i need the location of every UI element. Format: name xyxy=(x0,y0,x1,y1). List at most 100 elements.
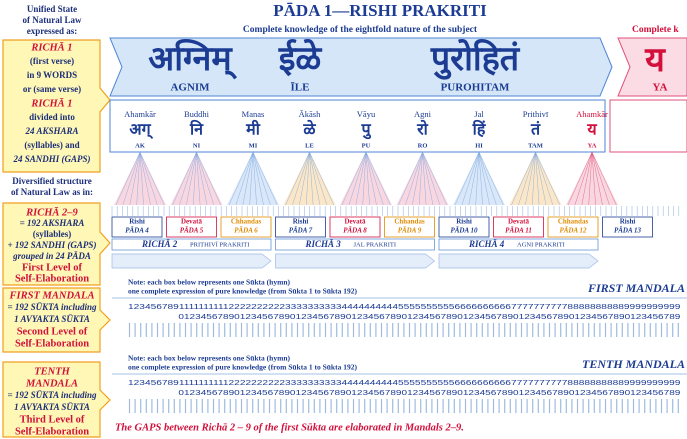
left-panel-text: 1 AVYAKTA SŪKTA xyxy=(14,402,90,412)
richa1-box xyxy=(2,39,111,173)
fan xyxy=(283,152,336,205)
mandala-note: Note: each box below represents one Sūkt… xyxy=(128,354,291,363)
left-panel-text: of Natural Law xyxy=(23,15,82,25)
digits-bottom: 0123456789012345678901234567890123456789… xyxy=(178,314,680,321)
fan-ray xyxy=(535,151,540,206)
fan-ray xyxy=(252,151,271,206)
richa-arrow xyxy=(111,253,272,269)
fan-ray xyxy=(252,151,278,206)
fan-ray xyxy=(136,151,141,206)
fan-ray xyxy=(422,151,447,206)
pada-label: PĀDA 12 xyxy=(559,227,587,235)
left-panel-text: = 192 SŪKTA including xyxy=(8,302,97,312)
syllable-roman: LE xyxy=(305,142,314,149)
fan-ray xyxy=(196,151,221,206)
left-panel-text: Third Level of xyxy=(20,414,85,425)
fan-ray xyxy=(535,151,554,206)
left-panel-text: 1 AVYAKTA SŪKTA xyxy=(14,314,90,324)
fan-ray xyxy=(591,151,603,206)
pada-label: PĀDA 4 xyxy=(125,227,149,235)
fan-ray xyxy=(179,151,197,206)
left-panel-text: Second Level of xyxy=(17,326,88,337)
syllable-roman: AK xyxy=(135,142,145,149)
pada-label: PĀDA 11 xyxy=(505,227,532,235)
richa-prakriti: JAL PRAKRITI xyxy=(354,241,397,248)
richa-box xyxy=(111,238,272,251)
richa-name: RICHĀ 3 xyxy=(305,239,342,249)
syllable-name: Agni xyxy=(414,109,432,119)
left-panel-text: of Natural Law as in: xyxy=(11,187,93,197)
pada-box xyxy=(166,216,217,238)
fan-ray xyxy=(478,151,483,206)
syllable-name: Jal xyxy=(474,109,484,119)
left-panel-text: RICHĀ 2–9 xyxy=(25,206,78,218)
syllable-devanagari: रो xyxy=(416,120,429,139)
syllable-devanagari: पु xyxy=(360,122,371,140)
next-word-devanagari: य xyxy=(644,42,666,79)
syllable-name: Prithivī xyxy=(523,109,549,119)
left-panel-text: Diversified structure xyxy=(12,176,92,186)
fan-ray xyxy=(478,151,490,206)
fan xyxy=(396,152,449,205)
fan-ray xyxy=(567,151,593,206)
fan-ray xyxy=(292,151,310,206)
mandala-note: one complete expression of pure knowledg… xyxy=(128,363,357,372)
pada-label: PĀDA 7 xyxy=(289,227,313,235)
syllable-name: Manas xyxy=(242,109,265,119)
pada-name: Rishi xyxy=(620,218,636,226)
fan-ray xyxy=(422,151,441,206)
richa-name: RICHĀ 2 xyxy=(141,239,178,249)
fan-ray xyxy=(591,151,617,206)
pada-name: Devatā xyxy=(508,218,529,226)
fan-ray xyxy=(532,151,536,206)
fan-ray xyxy=(478,151,497,206)
next-word-roman: YA xyxy=(653,82,668,94)
pada-box xyxy=(438,216,490,238)
left-panel-text: RICHĀ 1 xyxy=(30,41,72,53)
fan-ray xyxy=(525,151,536,206)
pada-name: Devatā xyxy=(345,218,366,226)
fan-ray xyxy=(252,151,264,206)
pada-name: Rishi xyxy=(129,218,145,226)
word-roman: PUROHITAM xyxy=(441,82,510,94)
fan-ray xyxy=(139,151,158,206)
fan-ray xyxy=(422,151,434,206)
subtitle: Complete knowledge of the eightfold natu… xyxy=(243,25,478,35)
left-panel-text: in 9 WORDS xyxy=(27,70,77,80)
fan-ray xyxy=(115,151,141,206)
syllable-band xyxy=(109,99,606,153)
pada-name: Rishi xyxy=(293,218,309,226)
fan-ray xyxy=(355,151,367,206)
syllable-name: Ahamkār xyxy=(124,109,156,119)
left-panel-text: divided into xyxy=(29,112,75,122)
pada-box xyxy=(275,216,326,238)
pada-name: Chhandas xyxy=(558,218,589,226)
fan xyxy=(340,152,392,205)
fan xyxy=(227,152,279,205)
left-panel-text: Self-Elaboration xyxy=(15,338,89,349)
left-panel-text: TENTH xyxy=(34,366,70,377)
syllable-roman: RO xyxy=(418,142,428,149)
pada-name: Chhandas xyxy=(394,218,425,226)
syllable-devanagari: ळे xyxy=(302,120,316,139)
pada-name: Chhandas xyxy=(231,218,262,226)
pada-label: PĀDA 9 xyxy=(398,227,422,235)
fan-ray xyxy=(122,151,141,206)
pada-label: PĀDA 6 xyxy=(234,227,258,235)
fan-ray xyxy=(196,151,215,206)
left-panel-text: RICHĀ 1 xyxy=(30,97,72,109)
word-devanagari: अग्निम् xyxy=(148,38,238,80)
syllable-roman: TAM xyxy=(528,142,543,149)
word-devanagari: पुरोहितं xyxy=(430,38,521,80)
fan-ray xyxy=(588,151,593,206)
tenth-mandala-box xyxy=(2,361,111,438)
syllable-roman: PU xyxy=(362,142,371,149)
fan xyxy=(170,152,223,205)
richa2-9-box xyxy=(2,202,111,286)
fan-ray xyxy=(139,151,144,206)
pada-box xyxy=(384,216,435,238)
fan-ray xyxy=(186,151,197,206)
fan-ray xyxy=(139,151,165,206)
syllable-devanagari: अग् xyxy=(129,122,153,140)
